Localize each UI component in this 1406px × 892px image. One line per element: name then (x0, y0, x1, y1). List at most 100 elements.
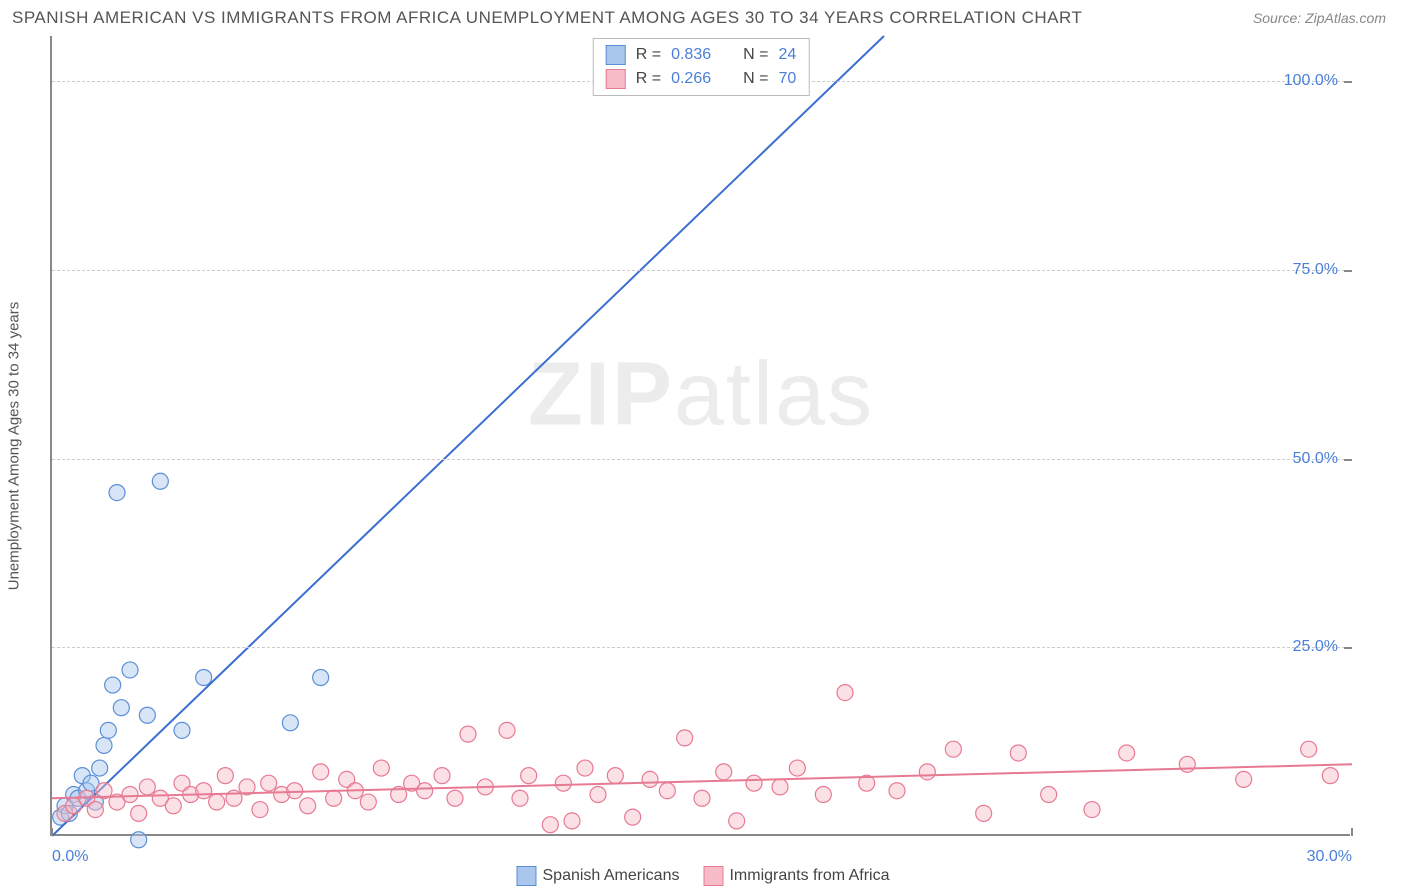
scatter-point-africa (313, 764, 329, 780)
scatter-point-africa (590, 786, 606, 802)
scatter-point-spanish (100, 722, 116, 738)
legend-swatch (517, 866, 537, 886)
legend-r-label: R = (636, 46, 661, 64)
scatter-point-spanish (313, 670, 329, 686)
scatter-point-africa (1010, 745, 1026, 761)
legend-swatch (606, 45, 626, 65)
legend-series-label: Immigrants from Africa (729, 867, 889, 884)
legend-series-item: Spanish Americans (517, 866, 680, 886)
scatter-point-africa (789, 760, 805, 776)
scatter-point-africa (512, 790, 528, 806)
scatter-point-africa (521, 768, 537, 784)
y-tick-label: 100.0% (1284, 72, 1338, 90)
scatter-point-spanish (174, 722, 190, 738)
scatter-point-africa (217, 768, 233, 784)
legend-series-label: Spanish Americans (543, 867, 680, 884)
scatter-point-africa (889, 783, 905, 799)
scatter-point-africa (772, 779, 788, 795)
scatter-point-africa (694, 790, 710, 806)
x-tick-label: 30.0% (1307, 848, 1352, 866)
legend-row: R = 0.266 N = 70 (606, 67, 797, 91)
gridline (52, 270, 1350, 271)
legend-series: Spanish Americans Immigrants from Africa (517, 866, 890, 886)
scatter-point-africa (1179, 756, 1195, 772)
scatter-point-spanish (196, 670, 212, 686)
scatter-point-africa (1301, 741, 1317, 757)
scatter-point-africa (460, 726, 476, 742)
scatter-point-africa (373, 760, 389, 776)
scatter-point-africa (196, 783, 212, 799)
scatter-point-africa (564, 813, 580, 829)
legend-n-label: N = (743, 70, 768, 88)
scatter-point-africa (945, 741, 961, 757)
scatter-point-africa (1084, 802, 1100, 818)
scatter-point-africa (434, 768, 450, 784)
scatter-point-africa (417, 783, 433, 799)
y-axis-label: Unemployment Among Ages 30 to 34 years (6, 302, 23, 591)
scatter-point-africa (919, 764, 935, 780)
scatter-point-africa (261, 775, 277, 791)
scatter-point-africa (577, 760, 593, 776)
legend-r-value: 0.836 (671, 46, 711, 64)
trend-line-spanish (52, 36, 884, 836)
scatter-point-africa (625, 809, 641, 825)
legend-n-value: 24 (778, 46, 796, 64)
scatter-point-africa (209, 794, 225, 810)
scatter-point-spanish (92, 760, 108, 776)
scatter-point-spanish (122, 662, 138, 678)
legend-series-item: Immigrants from Africa (703, 866, 889, 886)
chart-title: SPANISH AMERICAN VS IMMIGRANTS FROM AFRI… (12, 8, 1082, 28)
scatter-point-africa (555, 775, 571, 791)
scatter-point-africa (87, 802, 103, 818)
scatter-point-africa (122, 786, 138, 802)
scatter-point-spanish (282, 715, 298, 731)
scatter-point-africa (837, 685, 853, 701)
scatter-point-africa (1119, 745, 1135, 761)
gridline (52, 459, 1350, 460)
scatter-point-africa (976, 805, 992, 821)
plot-area: ZIPatlas R =0.836N =24R =0.266N =70 25.0… (50, 36, 1350, 836)
scatter-point-africa (131, 805, 147, 821)
legend-row: R = 0.836 N = 24 (606, 43, 797, 67)
scatter-point-spanish (109, 485, 125, 501)
scatter-point-africa (287, 783, 303, 799)
scatter-point-africa (642, 771, 658, 787)
legend-n-label: N = (743, 46, 768, 64)
scatter-point-africa (1236, 771, 1252, 787)
legend-correlation: R = 0.836 N = 24 R = 0.266 N = 70 (593, 38, 810, 96)
scatter-point-africa (447, 790, 463, 806)
scatter-point-africa (542, 817, 558, 833)
y-tick-label: 50.0% (1293, 450, 1338, 468)
legend-swatch (703, 866, 723, 886)
scatter-point-spanish (152, 473, 168, 489)
scatter-point-spanish (131, 832, 147, 848)
scatter-point-africa (729, 813, 745, 829)
legend-n-value: 70 (778, 70, 796, 88)
scatter-point-spanish (96, 737, 112, 753)
x-tick-label: 0.0% (52, 848, 88, 866)
scatter-point-africa (607, 768, 623, 784)
scatter-point-africa (499, 722, 515, 738)
scatter-point-africa (300, 798, 316, 814)
source-label: Source: ZipAtlas.com (1253, 10, 1386, 26)
gridline (52, 647, 1350, 648)
chart-svg (52, 36, 1350, 834)
scatter-point-africa (677, 730, 693, 746)
legend-r-value: 0.266 (671, 70, 711, 88)
scatter-point-africa (1322, 768, 1338, 784)
scatter-point-africa (360, 794, 376, 810)
y-tick-label: 25.0% (1293, 638, 1338, 656)
scatter-point-spanish (113, 700, 129, 716)
scatter-point-africa (326, 790, 342, 806)
scatter-point-africa (716, 764, 732, 780)
scatter-point-africa (1041, 786, 1057, 802)
legend-r-label: R = (636, 70, 661, 88)
scatter-point-africa (139, 779, 155, 795)
y-tick-label: 75.0% (1293, 261, 1338, 279)
scatter-point-africa (659, 783, 675, 799)
legend-swatch (606, 69, 626, 89)
scatter-point-africa (746, 775, 762, 791)
scatter-point-africa (165, 798, 181, 814)
scatter-point-africa (252, 802, 268, 818)
scatter-point-spanish (105, 677, 121, 693)
